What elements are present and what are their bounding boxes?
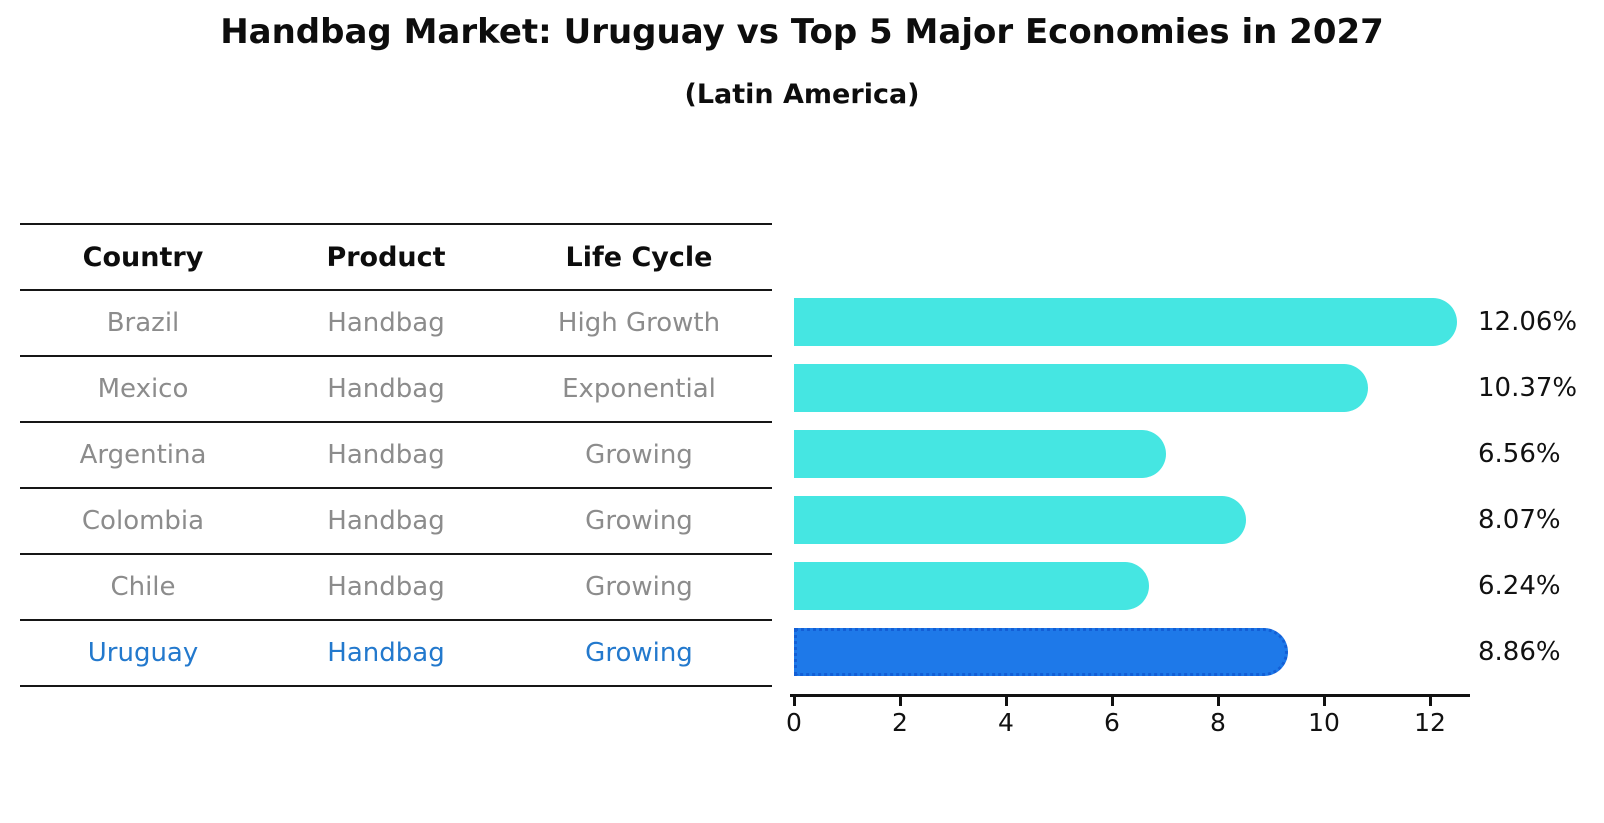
value-label-chile: 6.24% — [1478, 571, 1561, 601]
table-cell-product: Handbag — [327, 440, 445, 470]
table-cell-life_cycle: Growing — [585, 572, 693, 602]
table-header-row: Country Product Life Cycle — [20, 223, 772, 291]
x-tick-mark — [1322, 697, 1326, 706]
bar-uruguay — [794, 628, 1288, 676]
x-tick-mark — [1216, 697, 1220, 706]
table-header-life_cycle: Life Cycle — [565, 241, 713, 273]
x-tick-label: 2 — [892, 708, 908, 737]
table-cell-country: Colombia — [81, 506, 205, 536]
table-cell-life_cycle: High Growth — [557, 308, 721, 338]
table-cell-product: Handbag — [327, 506, 445, 536]
table-cell-product: Handbag — [327, 572, 445, 602]
chart-title: Handbag Market: Uruguay vs Top 5 Major E… — [220, 12, 1384, 52]
table-cell-country: Mexico — [97, 374, 189, 404]
table-cell-country: Argentina — [79, 440, 207, 470]
x-tick-label: 8 — [1210, 708, 1226, 737]
bar-chile — [794, 562, 1149, 610]
x-tick-label: 10 — [1308, 708, 1340, 737]
table-header-country: Country — [82, 241, 204, 273]
table-header-product: Product — [326, 241, 446, 273]
table-row-mexico: Mexico Handbag Exponential — [20, 357, 772, 423]
table-cell-country: Chile — [110, 572, 176, 602]
bar-brazil — [794, 298, 1458, 346]
bar-mexico — [794, 364, 1368, 412]
chart-subtitle: (Latin America) — [684, 79, 920, 110]
table-row-chile: Chile Handbag Growing — [20, 555, 772, 621]
value-label-argentina: 6.56% — [1478, 439, 1561, 469]
table-row-uruguay: Uruguay Handbag Growing — [20, 621, 772, 687]
bar-colombia — [794, 496, 1246, 544]
table-cell-product: Handbag — [327, 638, 445, 668]
table-cell-country: Uruguay — [87, 638, 199, 668]
table-row-colombia: Colombia Handbag Growing — [20, 489, 772, 555]
value-label-mexico: 10.37% — [1478, 373, 1578, 403]
x-tick-label: 12 — [1414, 708, 1446, 737]
x-tick-label: 6 — [1104, 708, 1120, 737]
bar-argentina — [794, 430, 1166, 478]
value-label-brazil: 12.06% — [1478, 307, 1578, 337]
value-label-uruguay: 8.86% — [1478, 637, 1561, 667]
country-table: Country Product Life Cycle Brazil Handbag Hig… — [20, 223, 772, 687]
x-tick-mark — [1428, 697, 1432, 706]
value-label-colombia: 8.07% — [1478, 505, 1561, 535]
table-cell-life_cycle: Exponential — [562, 374, 716, 404]
table-row-brazil: Brazil Handbag High Growth — [20, 291, 772, 357]
x-tick-mark — [898, 697, 902, 706]
x-tick-label: 4 — [998, 708, 1014, 737]
table-cell-product: Handbag — [327, 308, 445, 338]
table-cell-life_cycle: Growing — [585, 638, 693, 668]
table-cell-country: Brazil — [106, 308, 180, 338]
x-axis-line — [790, 694, 1470, 697]
x-tick-mark — [1110, 697, 1114, 706]
x-tick-mark — [1004, 697, 1008, 706]
table-row-argentina: Argentina Handbag Growing — [20, 423, 772, 489]
x-tick-mark — [792, 697, 796, 706]
table-cell-product: Handbag — [327, 374, 445, 404]
x-tick-label: 0 — [786, 708, 802, 737]
table-cell-life_cycle: Growing — [585, 506, 693, 536]
table-cell-life_cycle: Growing — [585, 440, 693, 470]
